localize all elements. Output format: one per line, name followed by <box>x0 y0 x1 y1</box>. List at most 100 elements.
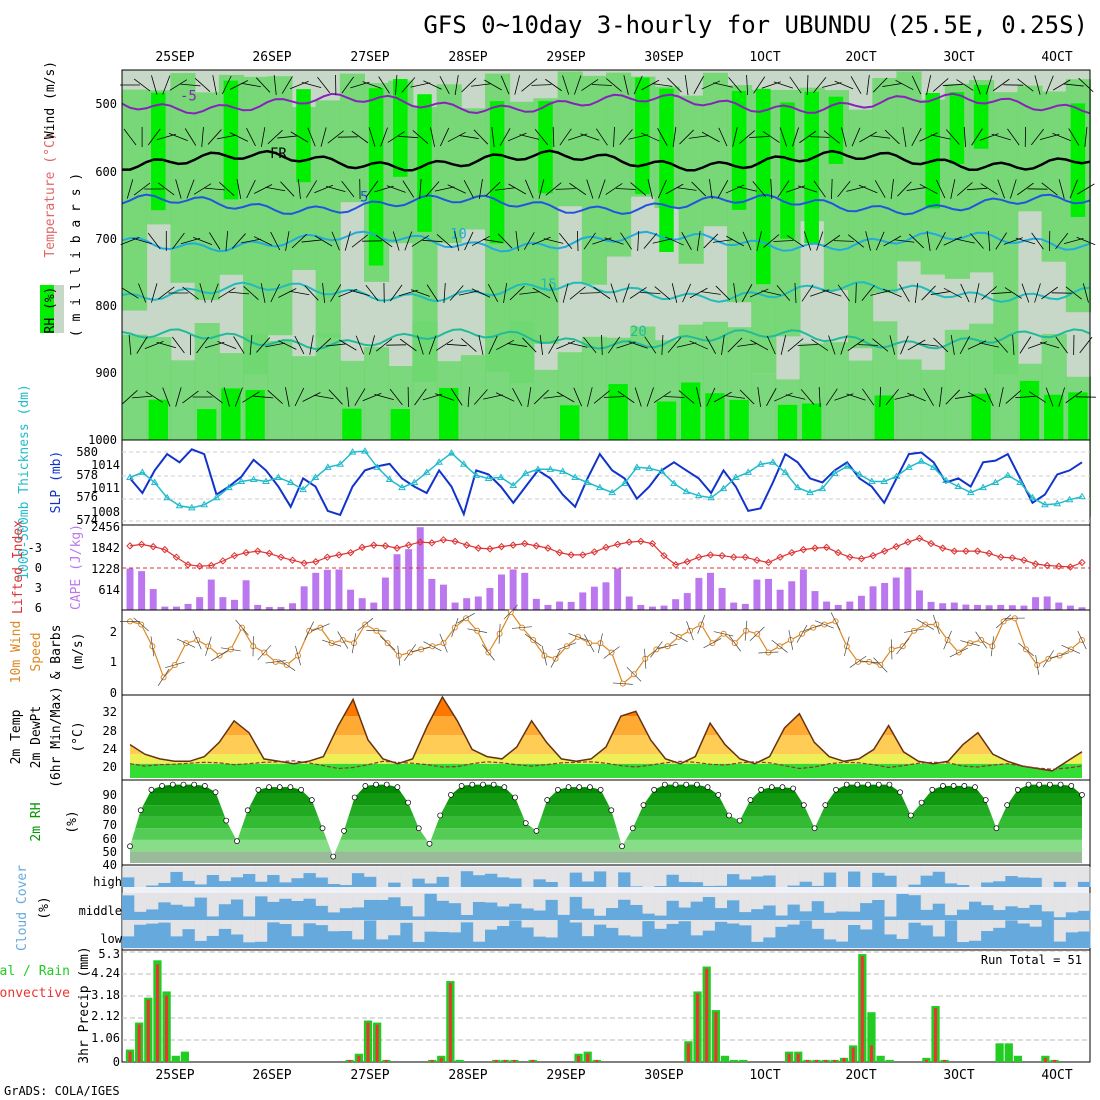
rh-point <box>758 786 764 793</box>
wind-barb <box>923 388 934 406</box>
rh-tick: 60 <box>103 832 117 846</box>
wind-barb <box>1019 336 1032 354</box>
wind-barb <box>217 341 237 349</box>
lifted-index-point <box>857 554 866 563</box>
rh-point <box>469 781 476 788</box>
cloud-cell <box>1017 923 1030 948</box>
cloud-cell <box>146 885 159 887</box>
precip-tick: 3.18 <box>91 988 120 1002</box>
wind-barb <box>399 338 417 352</box>
wind-barb <box>644 336 657 354</box>
cloud-gap <box>412 867 425 879</box>
cloud-cell <box>509 903 522 920</box>
cape-bar <box>753 579 761 610</box>
date-label: 3OCT <box>943 50 974 65</box>
cloud-gap <box>860 920 873 930</box>
thickness-point <box>620 479 629 487</box>
cloud-cell <box>351 873 365 887</box>
cape-bar <box>776 589 784 610</box>
cloud-gap <box>485 920 498 930</box>
wind-barb <box>194 78 211 92</box>
wind-barb <box>855 282 857 304</box>
cape-bar <box>254 604 262 610</box>
cloud-gap <box>666 920 680 924</box>
millibars-axis-label: ( m i l l i b a r s ) <box>69 173 84 337</box>
wind-barb <box>1058 179 1065 199</box>
wind-barb <box>620 232 633 250</box>
precip-total-bar <box>730 1059 739 1062</box>
isotherm-label: 20 <box>630 324 647 340</box>
cloud-gap <box>799 893 813 912</box>
wind-barb <box>682 283 692 303</box>
isotherm-line <box>121 193 1091 216</box>
wind-barb <box>387 131 405 143</box>
rh-point <box>1079 792 1085 798</box>
wind-barb <box>235 619 249 636</box>
wind-barb <box>1028 391 1047 403</box>
wind-barb <box>414 388 427 406</box>
wind-barb <box>430 127 435 147</box>
cloud-gap <box>654 893 667 916</box>
cloud-cell <box>678 921 692 948</box>
cloud-axis-label: Cloud Cover <box>15 865 30 951</box>
lifted-index-point <box>137 540 146 549</box>
lifted-index-point <box>567 551 575 559</box>
cloud-gap <box>823 920 837 940</box>
lifted-index-point <box>428 539 436 547</box>
rh-tick: 40 <box>103 858 117 872</box>
wind-barb <box>289 80 309 90</box>
cloud-gap <box>702 893 716 898</box>
wind-barb <box>652 83 673 87</box>
wind-barb <box>365 284 379 302</box>
wind-barb <box>713 631 734 637</box>
cape-bar <box>161 606 169 610</box>
cloud-gap <box>956 893 970 910</box>
cloud-gap <box>146 920 159 924</box>
wind-barb <box>847 338 865 352</box>
precip-convective-bar <box>384 1059 388 1062</box>
rh-band <box>267 76 293 336</box>
wind-barb <box>328 389 343 405</box>
cloud-gap <box>690 920 704 936</box>
lifted-index-point <box>637 537 645 546</box>
wind-barb <box>223 387 230 407</box>
thickness-point <box>867 477 876 484</box>
lifted-index-point <box>660 551 668 560</box>
cloud-gap <box>678 867 692 882</box>
rh-point <box>875 781 882 788</box>
cloud-gap <box>823 867 837 873</box>
wind-barb <box>697 615 706 634</box>
lifted-index-point <box>695 553 703 561</box>
cloud-gap <box>860 893 873 904</box>
precip-convective-bar <box>943 1059 947 1062</box>
cape-bar <box>1043 596 1051 610</box>
wind-barb <box>935 231 946 251</box>
cloud-gap <box>122 867 135 878</box>
cape-bar <box>451 602 459 610</box>
cloud-gap <box>255 893 268 897</box>
cloud-cell <box>1077 910 1091 920</box>
cape-bars <box>126 527 1086 610</box>
wind-barb <box>709 179 713 199</box>
wind-barb <box>144 341 164 349</box>
cloud-cell <box>642 921 655 948</box>
precip-convective-bar <box>924 1059 928 1062</box>
wind-barb <box>959 335 970 355</box>
wind-barb <box>616 188 637 190</box>
wind-barb <box>267 390 283 404</box>
wind-barb <box>727 337 743 353</box>
wind-barb <box>984 387 994 407</box>
wind-barb <box>253 236 273 246</box>
cloud-gap <box>170 867 183 872</box>
rh-band <box>557 71 583 207</box>
cape-bar <box>950 602 958 610</box>
wind-barb <box>954 395 975 399</box>
rh-point <box>683 781 690 788</box>
wind-barb <box>260 283 266 303</box>
cloud-cell <box>472 875 486 887</box>
wind-barb <box>515 231 519 251</box>
cloud-gap <box>642 893 655 914</box>
wind-barb <box>1042 650 1054 668</box>
rh-point <box>822 802 829 808</box>
cloud-cell <box>448 932 462 948</box>
